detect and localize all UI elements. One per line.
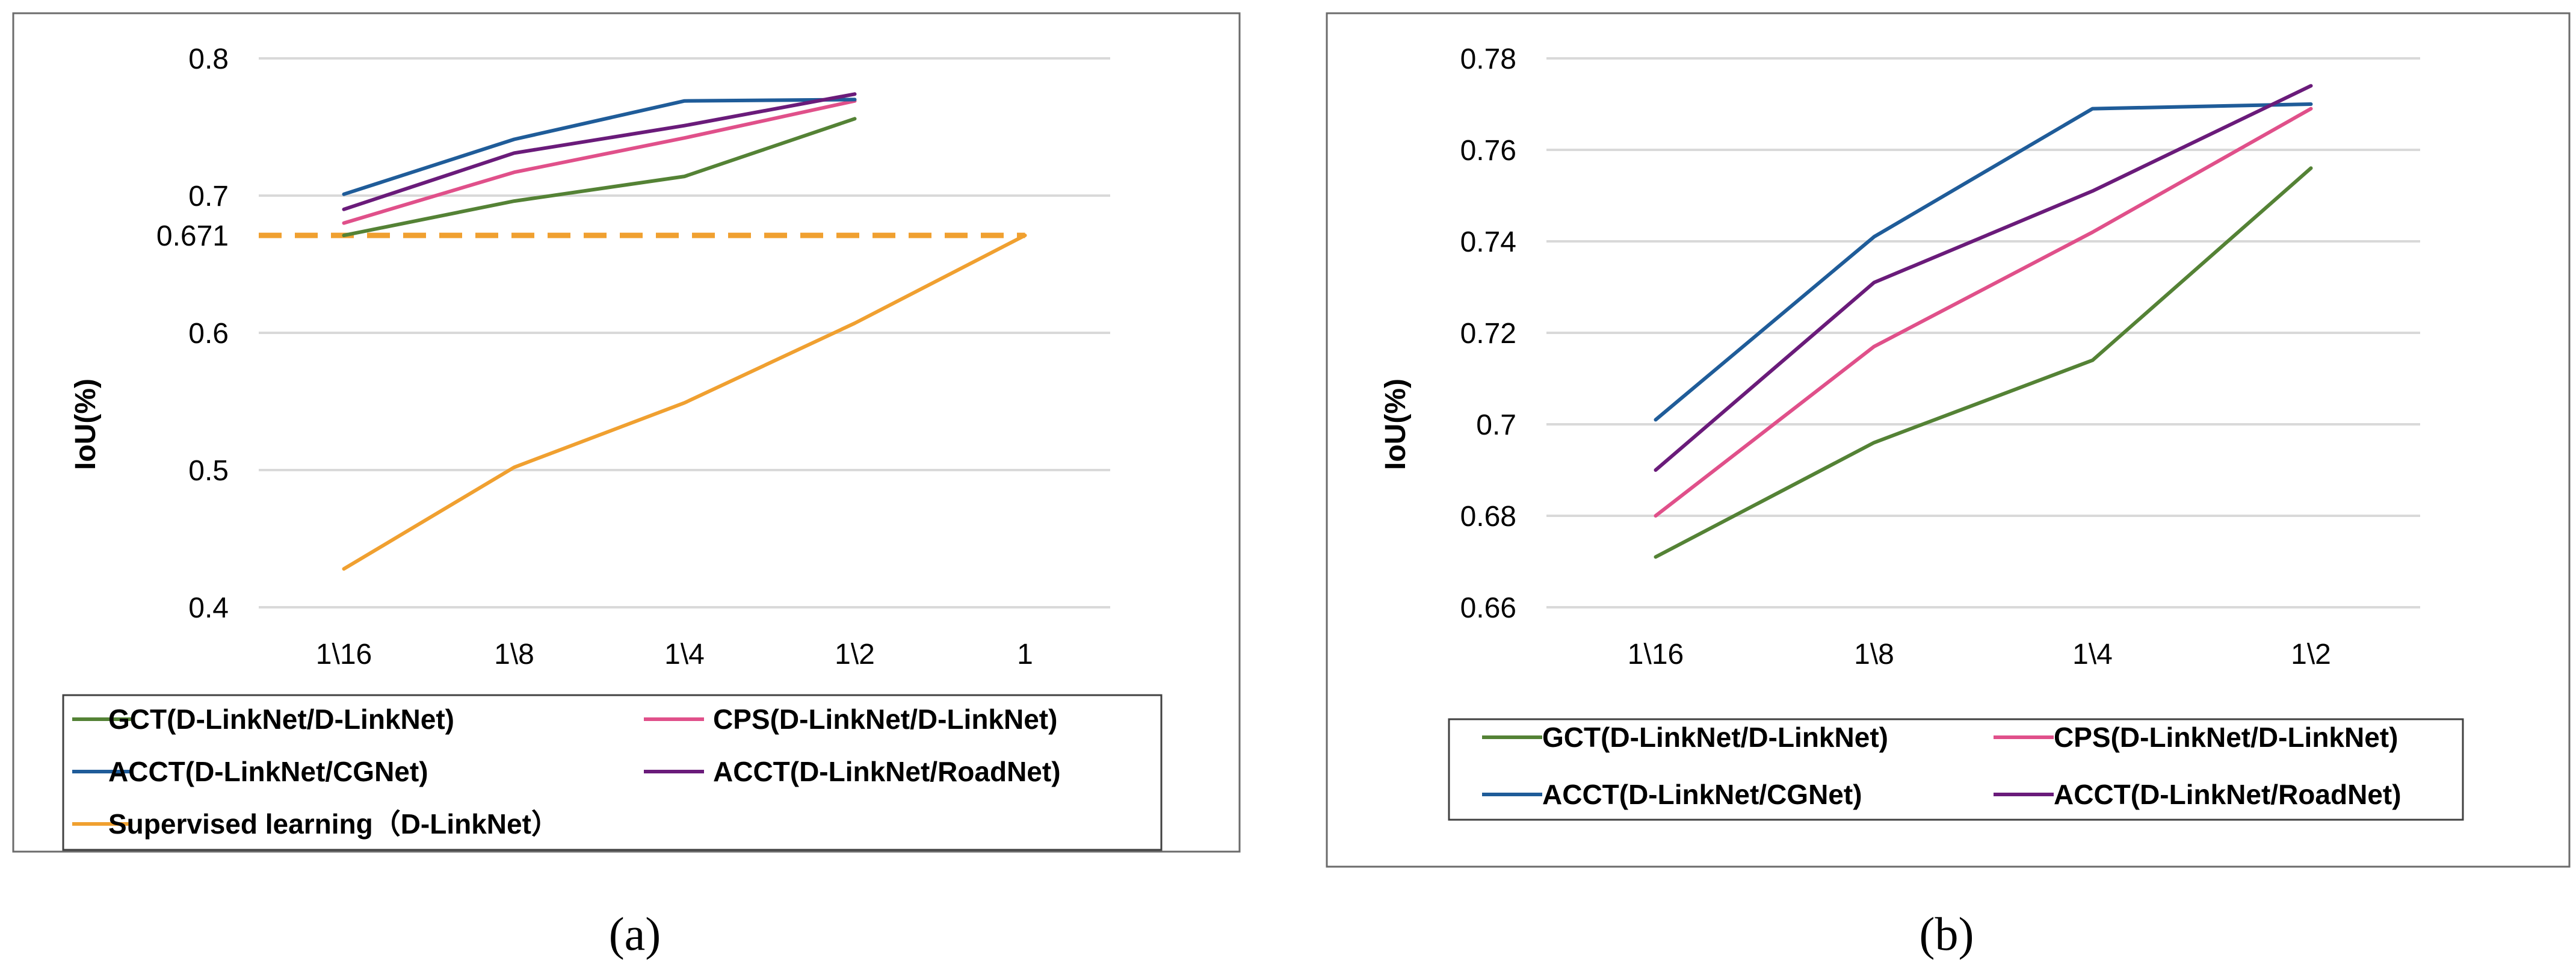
x-tick-label: 1\4: [2072, 639, 2113, 670]
legend-entry: ACCT(D-LinkNet/RoadNet): [713, 756, 1061, 787]
legend-entry: CPS(D-LinkNet/D-LinkNet): [713, 704, 1057, 735]
legend-entry: ACCT(D-LinkNet/CGNet): [1542, 779, 1862, 810]
y-tick-label: 0.72: [1460, 318, 1516, 350]
panel-caption: (a): [609, 908, 661, 960]
y-axis-label: IoU(%): [1380, 379, 1412, 470]
x-tick-label: 1\2: [835, 639, 875, 670]
y-tick-label: 0.7: [188, 181, 229, 212]
x-tick-label: 1\4: [664, 639, 705, 670]
y-tick-label: 0.76: [1460, 135, 1516, 167]
legend-box: [62, 694, 1163, 851]
y-tick-label: 0.78: [1460, 43, 1516, 75]
series-line-5: [342, 234, 1027, 571]
x-tick-label: 1: [1017, 639, 1033, 670]
series-line-2: [1654, 107, 2313, 518]
chart-panel-a: 0.4 0.5 0.6 0.671 0.7 0.8 1\16 1\8 1\4 1\2 1 IoU(%)…: [12, 12, 1241, 960]
legend-entry: GCT(D-LinkNet/D-LinkNet): [1542, 722, 1888, 753]
series-line-3: [1654, 102, 2313, 422]
x-tick-label: 1\8: [494, 639, 534, 670]
y-tick-label: 0.74: [1460, 226, 1516, 258]
y-tick-label: 0.5: [188, 455, 229, 487]
y-tick-label: 0.4: [188, 592, 229, 624]
chart-panel-b: 0.66 0.68 0.7 0.72 0.74 0.76 0.78 1\16 1\8 1\4 1\2…: [1326, 12, 2571, 960]
legend-entry: Supervised learning（D-LinkNet）: [108, 808, 559, 840]
legend-entry: CPS(D-LinkNet/D-LinkNet): [2054, 722, 2398, 753]
series-line-4: [342, 92, 857, 211]
legend-entry: ACCT(D-LinkNet/RoadNet): [2054, 779, 2401, 810]
legend-entry: ACCT(D-LinkNet/CGNet): [108, 756, 428, 787]
x-tick-label: 1\16: [316, 639, 372, 670]
series-line-4: [1654, 84, 2313, 472]
x-tick-label: 1\8: [1854, 639, 1894, 670]
legend-box: [1448, 718, 2464, 821]
series-line-3: [342, 98, 857, 196]
x-tick-label: 1\2: [2291, 639, 2331, 670]
legend-entry: GCT(D-LinkNet/D-LinkNet): [108, 704, 454, 735]
y-axis-label: IoU(%): [70, 379, 102, 470]
x-tick-label: 1\16: [1628, 639, 1684, 670]
y-tick-label: 0.66: [1460, 592, 1516, 624]
y-tick-label: 0.7: [1476, 409, 1516, 441]
series-line-1: [342, 117, 857, 238]
y-tick-label: 0.68: [1460, 501, 1516, 533]
y-tick-label: 0.8: [188, 43, 229, 75]
y-tick-label: 0.6: [188, 318, 229, 350]
series-line-1: [1654, 166, 2313, 559]
panel-caption: (b): [1920, 908, 1974, 960]
y-tick-label: 0.671: [156, 220, 229, 252]
series-line-2: [342, 99, 857, 225]
